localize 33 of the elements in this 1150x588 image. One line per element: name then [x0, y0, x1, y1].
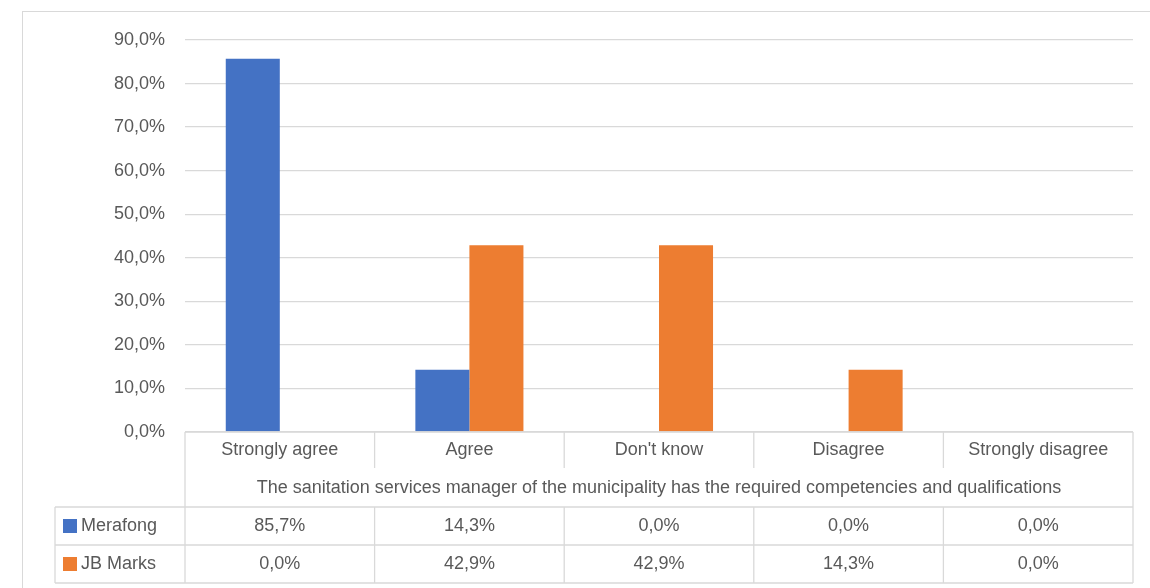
y-tick-label: 40,0% [113, 246, 165, 267]
x-tick-label: Don't know [614, 438, 705, 459]
data-label: 0,0% [638, 514, 680, 535]
y-tick-label: 80,0% [113, 72, 165, 93]
bar [225, 58, 280, 432]
bar [848, 369, 903, 432]
data-label: 42,9% [443, 552, 495, 573]
y-tick-label: 30,0% [113, 290, 165, 311]
y-tick-label: 20,0% [113, 333, 165, 354]
bar [659, 245, 714, 432]
x-tick-label: Disagree [812, 438, 885, 459]
x-tick-label: Agree [445, 438, 494, 459]
y-tick-label: 0,0% [123, 420, 165, 441]
y-tick-label: 90,0% [113, 28, 165, 49]
data-label: 85,7% [254, 514, 306, 535]
x-tick-label: Strongly disagree [968, 438, 1109, 459]
x-axis-title: The sanitation services manager of the municipality has the required competencies and qualifications [256, 476, 1062, 497]
data-label: 0,0% [828, 514, 870, 535]
bar [415, 369, 470, 432]
y-tick-label: 50,0% [113, 203, 165, 224]
data-label: 0,0% [1017, 514, 1059, 535]
y-tick-label: 60,0% [113, 159, 165, 180]
bar [469, 245, 524, 432]
legend-label: JB Marks [81, 552, 157, 573]
x-tick-label: Strongly agree [221, 438, 339, 459]
data-label: 42,9% [633, 552, 685, 573]
data-label: 14,3% [443, 514, 495, 535]
data-label: 0,0% [259, 552, 301, 573]
legend-label: Merafong [81, 514, 158, 535]
data-label: 0,0% [1017, 552, 1059, 573]
data-label: 14,3% [823, 552, 875, 573]
y-tick-label: 10,0% [113, 377, 165, 398]
y-tick-label: 70,0% [113, 116, 165, 137]
